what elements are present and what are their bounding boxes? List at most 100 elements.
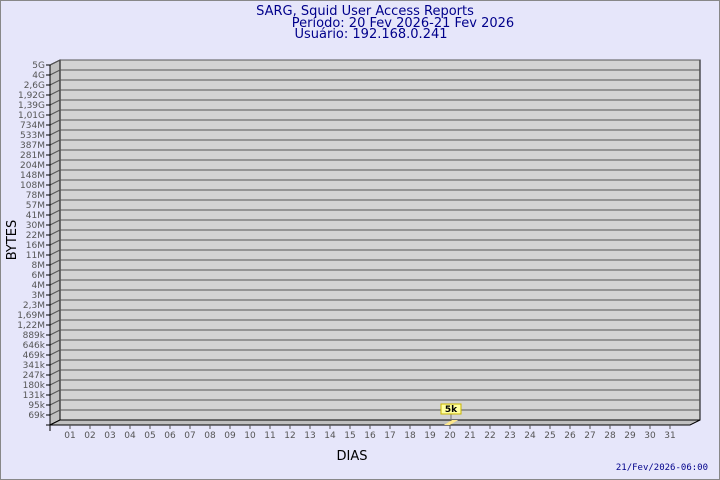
gridline-slant bbox=[49, 149, 61, 156]
x-tick-label: 22 bbox=[484, 431, 495, 441]
gridline-slant bbox=[49, 79, 61, 86]
x-tick-label: 12 bbox=[284, 431, 295, 441]
x-tick-label: 05 bbox=[144, 431, 155, 441]
y-tick-label: 1,22M bbox=[17, 321, 45, 331]
x-tick-label: 25 bbox=[544, 431, 555, 441]
bar bbox=[444, 420, 458, 425]
chart-subtitle-period: Período: 20 Fev 2026-21 Fev 2026 bbox=[292, 16, 514, 31]
y-tick-label: 22M bbox=[26, 231, 45, 241]
x-axis-label: DIAS bbox=[337, 449, 368, 464]
y-tick-label: 8M bbox=[32, 261, 46, 271]
x-tick-label: 08 bbox=[204, 431, 216, 441]
gridline-slant bbox=[49, 139, 61, 146]
y-tick-label: 204M bbox=[20, 161, 45, 171]
gridline-slant bbox=[49, 409, 61, 416]
y-tick-label: 180k bbox=[23, 381, 46, 391]
y-tick-label: 16M bbox=[26, 241, 45, 251]
gridline-slant bbox=[49, 239, 61, 246]
gridline-slant bbox=[49, 109, 61, 116]
bar-data-label: 5k bbox=[445, 405, 458, 415]
y-tick-label: 1,92G bbox=[18, 91, 45, 101]
y-tick-label: 734M bbox=[20, 121, 45, 131]
x-tick-label: 29 bbox=[624, 431, 636, 441]
gridline-slant bbox=[49, 359, 61, 366]
gridline-slant bbox=[49, 179, 61, 186]
y-tick-label: 95k bbox=[28, 401, 45, 411]
x-tick-label: 23 bbox=[504, 431, 515, 441]
y-tick-label: 533M bbox=[20, 131, 45, 141]
gridline-slant bbox=[49, 69, 61, 76]
gridline-slant bbox=[49, 379, 61, 386]
gridline-slant bbox=[49, 249, 61, 256]
y-tick-label: 469k bbox=[23, 351, 46, 361]
x-tick-label: 07 bbox=[184, 431, 195, 441]
y-tick-label: 108M bbox=[20, 181, 45, 191]
x-tick-label: 30 bbox=[644, 431, 656, 441]
timestamp-footer: 21/Fev/2026-06:00 bbox=[616, 463, 708, 473]
x-tick-label: 16 bbox=[364, 431, 376, 441]
y-tick-label: 247k bbox=[23, 371, 46, 381]
gridline-slant bbox=[49, 199, 61, 206]
gridline-slant bbox=[49, 339, 61, 346]
gridline-slant bbox=[49, 89, 61, 96]
x-tick-label: 09 bbox=[224, 431, 236, 441]
y-tick-label: 4G bbox=[32, 71, 45, 81]
x-tick-label: 21 bbox=[464, 431, 475, 441]
gridline-slant bbox=[49, 289, 61, 296]
y-tick-label: 387M bbox=[20, 141, 45, 151]
y-tick-label: 2,3M bbox=[23, 301, 45, 311]
x-tick-label: 18 bbox=[404, 431, 416, 441]
gridline-slant bbox=[49, 389, 61, 396]
gridline-slant bbox=[49, 259, 61, 266]
x-tick-label: 31 bbox=[664, 431, 675, 441]
x-tick-label: 17 bbox=[384, 431, 395, 441]
x-tick-label: 27 bbox=[584, 431, 595, 441]
gridline-slant bbox=[49, 209, 61, 216]
y-tick-label: 889k bbox=[23, 331, 46, 341]
y-tick-label: 6M bbox=[32, 271, 46, 281]
y-tick-label: 2,6G bbox=[24, 81, 45, 91]
gridline-slant bbox=[49, 279, 61, 286]
y-tick-label: 30M bbox=[26, 221, 45, 231]
y-tick-label: 69k bbox=[28, 411, 45, 421]
x-tick-label: 19 bbox=[424, 431, 436, 441]
gridline-slant bbox=[49, 269, 61, 276]
x-tick-label: 04 bbox=[124, 431, 136, 441]
y-axis-label: BYTES bbox=[5, 220, 20, 261]
chart-title: SARG, Squid User Access Reports bbox=[256, 4, 474, 19]
plot-floor bbox=[49, 419, 701, 426]
y-tick-label: 4M bbox=[32, 281, 46, 291]
x-tick-label: 14 bbox=[324, 431, 336, 441]
gridline-slant bbox=[49, 329, 61, 336]
y-tick-label: 131k bbox=[23, 391, 46, 401]
x-tick-label: 10 bbox=[244, 431, 256, 441]
chart-subtitle-user: Usuário: 192.168.0.241 bbox=[294, 27, 447, 42]
y-tick-label: 1,01G bbox=[18, 111, 45, 121]
x-tick-label: 03 bbox=[104, 431, 115, 441]
y-tick-label: 5G bbox=[32, 61, 45, 71]
gridline-slant bbox=[49, 309, 61, 316]
gridline-slant bbox=[49, 229, 61, 236]
x-tick-label: 26 bbox=[564, 431, 576, 441]
x-tick-label: 13 bbox=[304, 431, 315, 441]
gridline-slant bbox=[49, 319, 61, 326]
gridline-slant bbox=[49, 219, 61, 226]
y-tick-label: 11M bbox=[26, 251, 45, 261]
gridline-slant bbox=[49, 399, 61, 406]
y-tick-label: 57M bbox=[26, 201, 45, 211]
gridline-slant bbox=[49, 299, 61, 306]
y-tick-label: 341k bbox=[23, 361, 46, 371]
y-tick-label: 78M bbox=[26, 191, 45, 201]
x-tick-label: 02 bbox=[84, 431, 95, 441]
y-tick-label: 1,69M bbox=[17, 311, 45, 321]
gridline-slant bbox=[49, 369, 61, 376]
y-tick-label: 281M bbox=[20, 151, 45, 161]
x-tick-label: 28 bbox=[604, 431, 616, 441]
gridline-slant bbox=[49, 129, 61, 136]
x-tick-label: 20 bbox=[444, 431, 456, 441]
gridline-slant bbox=[49, 349, 61, 356]
gridline-slant bbox=[49, 169, 61, 176]
gridline-slant bbox=[49, 119, 61, 126]
y-tick-label: 148M bbox=[20, 171, 45, 181]
